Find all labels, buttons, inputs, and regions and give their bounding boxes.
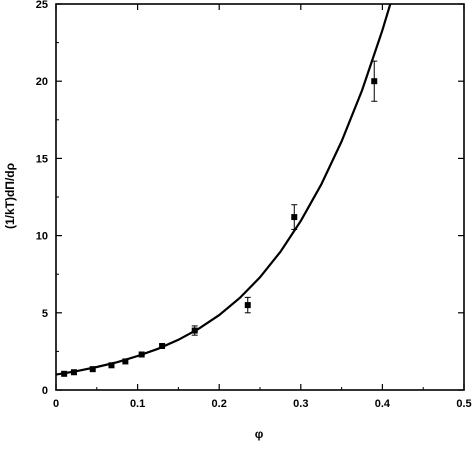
y-tick-label: 5 — [42, 308, 48, 320]
y-axis-label: (1/kT)dΠ/dρ — [3, 163, 17, 229]
data-point — [291, 214, 298, 221]
y-tick-label: 10 — [36, 231, 48, 243]
axis-ticks: 0 0.1 0.2 0.3 0.4 0.5 0 5 10 15 20 25 — [36, 0, 472, 410]
x-tick-label: 0.4 — [375, 398, 391, 410]
data-point — [244, 302, 251, 309]
data-point — [89, 366, 96, 373]
x-tick-label: 0.5 — [456, 398, 471, 410]
y-tick-label: 25 — [36, 0, 48, 11]
y-tick-label: 0 — [42, 385, 48, 397]
data-point — [371, 78, 378, 85]
x-tick-label: 0.3 — [293, 398, 308, 410]
data-point — [108, 362, 115, 369]
data-point — [122, 358, 129, 365]
plot-area — [55, 3, 465, 391]
x-tick-label: 0.2 — [212, 398, 227, 410]
x-tick-label: 0.1 — [130, 398, 145, 410]
y-tick-label: 15 — [36, 153, 48, 165]
chart-marks — [56, 4, 392, 377]
fit-curve — [56, 4, 392, 376]
x-tick-label: 0 — [53, 398, 59, 410]
plot-frame — [55, 3, 465, 391]
x-axis-label: φ — [255, 427, 264, 441]
y-tick-label: 20 — [36, 76, 48, 88]
